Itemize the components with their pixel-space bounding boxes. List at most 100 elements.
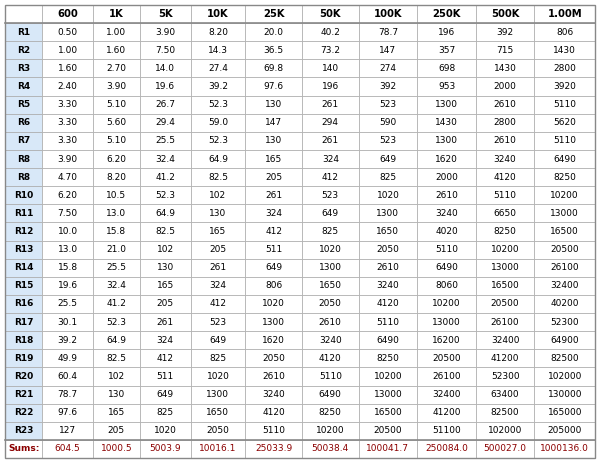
Text: 10200: 10200 xyxy=(491,245,520,254)
Bar xyxy=(302,186,359,204)
Text: R11: R11 xyxy=(14,209,33,218)
Bar xyxy=(93,404,140,422)
Text: 165000: 165000 xyxy=(547,408,582,417)
Text: 1.00M: 1.00M xyxy=(547,9,582,19)
Text: R17: R17 xyxy=(14,318,33,326)
Text: 5110: 5110 xyxy=(376,318,399,326)
Bar xyxy=(417,331,476,349)
Bar xyxy=(245,277,302,295)
Text: 102: 102 xyxy=(209,191,227,200)
Text: 64.9: 64.9 xyxy=(155,209,175,218)
Text: 3.30: 3.30 xyxy=(57,137,78,145)
Text: 25033.9: 25033.9 xyxy=(255,444,292,453)
Text: 205000: 205000 xyxy=(548,426,582,435)
Text: 294: 294 xyxy=(322,118,339,127)
Bar xyxy=(476,95,535,114)
Bar xyxy=(5,368,42,386)
Text: R13: R13 xyxy=(14,245,33,254)
Text: 6490: 6490 xyxy=(553,155,576,163)
Bar xyxy=(302,150,359,168)
Text: 3.90: 3.90 xyxy=(57,155,78,163)
Text: 15.8: 15.8 xyxy=(106,227,126,236)
Bar xyxy=(535,132,595,150)
Text: 2800: 2800 xyxy=(494,118,517,127)
Bar xyxy=(302,95,359,114)
Bar xyxy=(417,77,476,95)
Bar xyxy=(93,23,140,41)
Text: 324: 324 xyxy=(265,209,282,218)
Text: 2.40: 2.40 xyxy=(57,82,78,91)
Bar xyxy=(191,222,245,241)
Text: 64.9: 64.9 xyxy=(208,155,228,163)
Text: 29.4: 29.4 xyxy=(155,118,175,127)
Bar xyxy=(5,422,42,440)
Bar xyxy=(302,59,359,77)
Text: 3240: 3240 xyxy=(435,209,458,218)
Bar xyxy=(191,313,245,331)
Bar xyxy=(417,186,476,204)
Bar xyxy=(245,186,302,204)
Text: 16200: 16200 xyxy=(432,336,461,345)
Bar xyxy=(5,440,42,458)
Bar xyxy=(191,422,245,440)
Bar xyxy=(359,132,417,150)
Bar xyxy=(359,349,417,368)
Text: 13000: 13000 xyxy=(432,318,461,326)
Text: 60.4: 60.4 xyxy=(57,372,78,381)
Text: 78.7: 78.7 xyxy=(378,28,398,37)
Text: 5620: 5620 xyxy=(553,118,576,127)
Bar xyxy=(42,95,93,114)
Bar xyxy=(191,186,245,204)
Text: 261: 261 xyxy=(157,318,174,326)
Bar xyxy=(140,132,191,150)
Bar xyxy=(140,41,191,59)
Text: 130: 130 xyxy=(108,390,125,399)
Bar xyxy=(191,41,245,59)
Bar xyxy=(535,186,595,204)
Text: R22: R22 xyxy=(14,408,33,417)
Bar xyxy=(5,313,42,331)
Bar xyxy=(245,95,302,114)
Text: 14.0: 14.0 xyxy=(155,64,175,73)
Text: 2050: 2050 xyxy=(206,426,230,435)
Text: 4120: 4120 xyxy=(319,354,341,363)
Bar xyxy=(93,77,140,95)
Text: 205: 205 xyxy=(157,300,174,308)
Text: 3.30: 3.30 xyxy=(57,100,78,109)
Text: 32.4: 32.4 xyxy=(155,155,175,163)
Text: 2610: 2610 xyxy=(377,263,399,272)
Text: 5.10: 5.10 xyxy=(106,100,126,109)
Bar xyxy=(535,59,595,77)
Text: 50K: 50K xyxy=(319,9,341,19)
Bar xyxy=(93,241,140,259)
Text: 500027.0: 500027.0 xyxy=(484,444,527,453)
Bar xyxy=(191,349,245,368)
Text: 78.7: 78.7 xyxy=(57,390,78,399)
Text: 250084.0: 250084.0 xyxy=(425,444,468,453)
Text: 3.30: 3.30 xyxy=(57,118,78,127)
Text: 3240: 3240 xyxy=(494,155,517,163)
Bar xyxy=(359,331,417,349)
Text: 41200: 41200 xyxy=(432,408,461,417)
Bar xyxy=(5,5,42,23)
Bar xyxy=(140,23,191,41)
Bar xyxy=(191,77,245,95)
Text: 32.4: 32.4 xyxy=(106,282,126,290)
Text: 205: 205 xyxy=(108,426,125,435)
Bar xyxy=(191,168,245,186)
Text: 4120: 4120 xyxy=(494,173,517,181)
Bar xyxy=(42,23,93,41)
Text: 1300: 1300 xyxy=(435,137,458,145)
Bar xyxy=(245,132,302,150)
Bar xyxy=(302,295,359,313)
Bar xyxy=(42,222,93,241)
Bar xyxy=(5,386,42,404)
Bar xyxy=(93,41,140,59)
Bar xyxy=(5,168,42,186)
Text: 102: 102 xyxy=(157,245,174,254)
Bar xyxy=(191,404,245,422)
Text: 165: 165 xyxy=(108,408,125,417)
Bar xyxy=(191,204,245,222)
Bar xyxy=(535,259,595,277)
Bar xyxy=(359,150,417,168)
